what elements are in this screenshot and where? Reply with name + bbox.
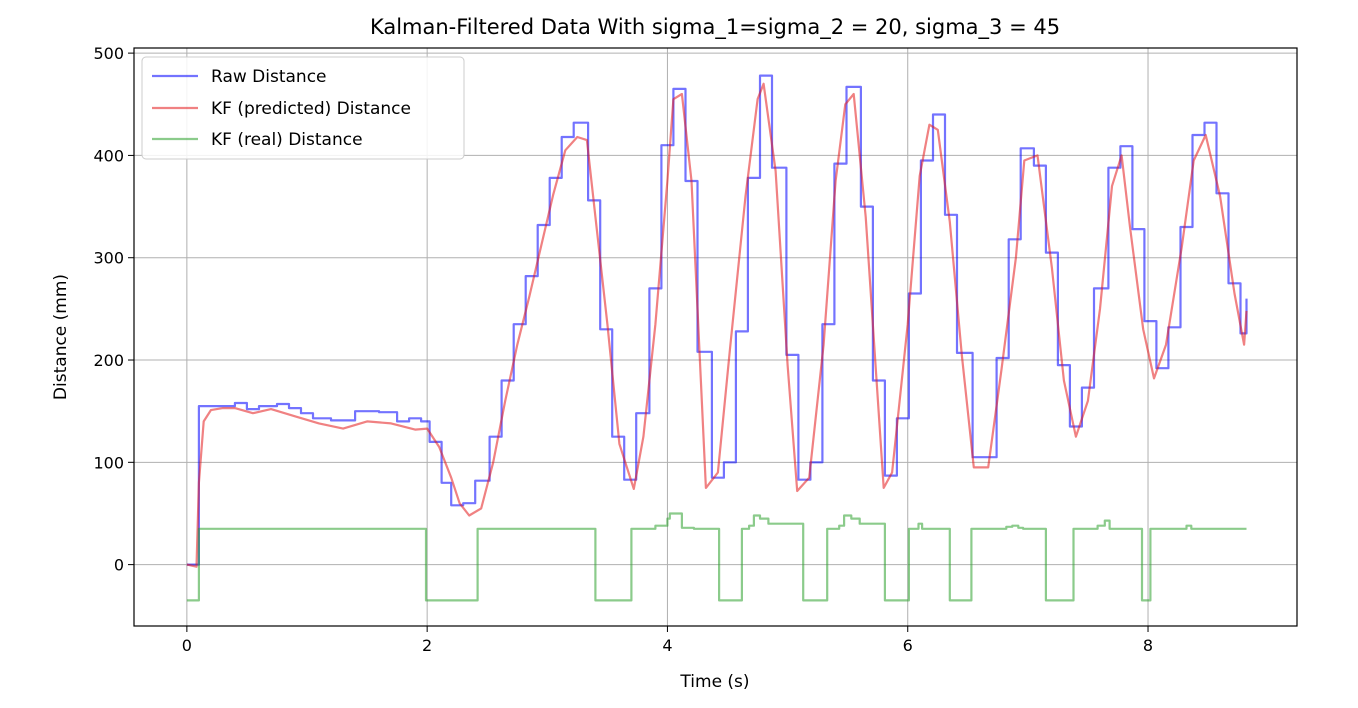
x-tick-label: 6 [903, 636, 913, 655]
y-tick-label: 0 [114, 556, 124, 575]
kf-real-line [186, 512, 1247, 602]
y-tick-label: 500 [93, 44, 124, 63]
plot-area-frame [133, 47, 1298, 627]
legend-box [141, 56, 465, 160]
axis-ticks: 0 2 4 6 8 0 100 200 300 400 500 [93, 44, 1153, 655]
legend-label-real: KF (real) Distance [211, 130, 363, 150]
raw-distance-line [186, 74, 1248, 566]
legend: Raw Distance KF (predicted) Distance KF … [141, 56, 465, 160]
x-tick-label: 0 [182, 636, 192, 655]
series-lines [186, 74, 1248, 602]
y-tick-label: 300 [93, 249, 124, 268]
y-tick-label: 400 [93, 146, 124, 165]
legend-label-raw: Raw Distance [211, 67, 327, 87]
x-tick-label: 8 [1143, 636, 1153, 655]
chart-title: Kalman-Filtered Data With sigma_1=sigma_… [370, 15, 1060, 40]
y-tick-label: 100 [93, 453, 124, 472]
x-axis-label: Time (s) [679, 672, 749, 692]
legend-label-predicted: KF (predicted) Distance [211, 99, 411, 119]
y-tick-label: 200 [93, 351, 124, 370]
kf-predicted-line [186, 82, 1248, 568]
x-tick-label: 2 [422, 636, 432, 655]
y-axis-label: Distance (mm) [51, 274, 71, 400]
x-tick-label: 4 [662, 636, 672, 655]
